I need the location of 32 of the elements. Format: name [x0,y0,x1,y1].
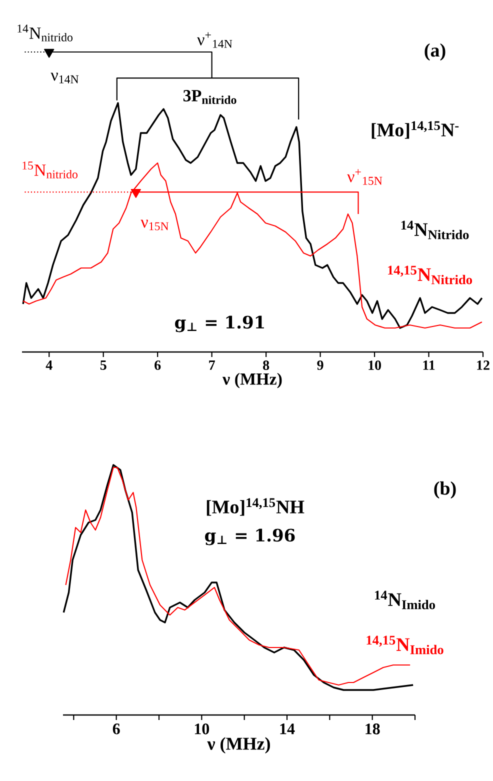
x-tick-label: 10 [194,724,210,734]
annotation: ν$^{+}$15N [347,169,382,185]
x-tick-label: 12 [477,360,490,370]
x-tick-label: 18 [366,724,380,734]
text: $^{14}$N$_{Imido}$ [375,590,436,610]
x-tick-label: 6 [112,724,120,734]
x-axis-title: ν (MHz) [222,372,282,388]
annotation: ν$_{15N}$ [140,220,169,230]
text: $^{14}$N$_{nitrido}$ [18,24,73,42]
annotation: $^{15}$N$_{nitrido}$ [22,162,78,178]
series-label: $^{14,15}$N$_{Imido}$ [366,636,444,654]
annotation: [Mo]$^{14,15}$N$^{-}$ [372,121,459,139]
x-tick-label: 10 [368,360,381,370]
annotation: (a) [424,43,446,61]
series-label: $^{14,15}$N$_{Nitrido}$ [388,266,472,284]
annotation: ν$_{14N}$ [50,72,79,84]
text: $^{14}$N$_{Nitrido}$ [401,220,469,240]
annotation: 3P$_{nitrido}$ [183,90,236,104]
x-tick-label: 4 [46,360,52,370]
annotation: [Mo]$^{14,15}$NH [206,498,304,516]
x-tick-label: 5 [100,360,106,370]
annotation: g$_{⊥}$ = 1.96 [205,528,295,546]
x-tick-label: 9 [317,360,324,370]
text: (b) [434,481,456,499]
x-axis-title: ν (MHz) [207,737,270,754]
x-tick-label: 7 [209,360,215,370]
x-tick-label: 6 [154,360,161,370]
text: ν$^{+}$14N [197,32,232,48]
x-tick-label: 11 [423,360,435,370]
annotation: g$_{⊥}$ = 1.91 [175,316,264,332]
x-tick-label: 14 [280,724,295,734]
x-tick-label: 8 [263,360,270,370]
